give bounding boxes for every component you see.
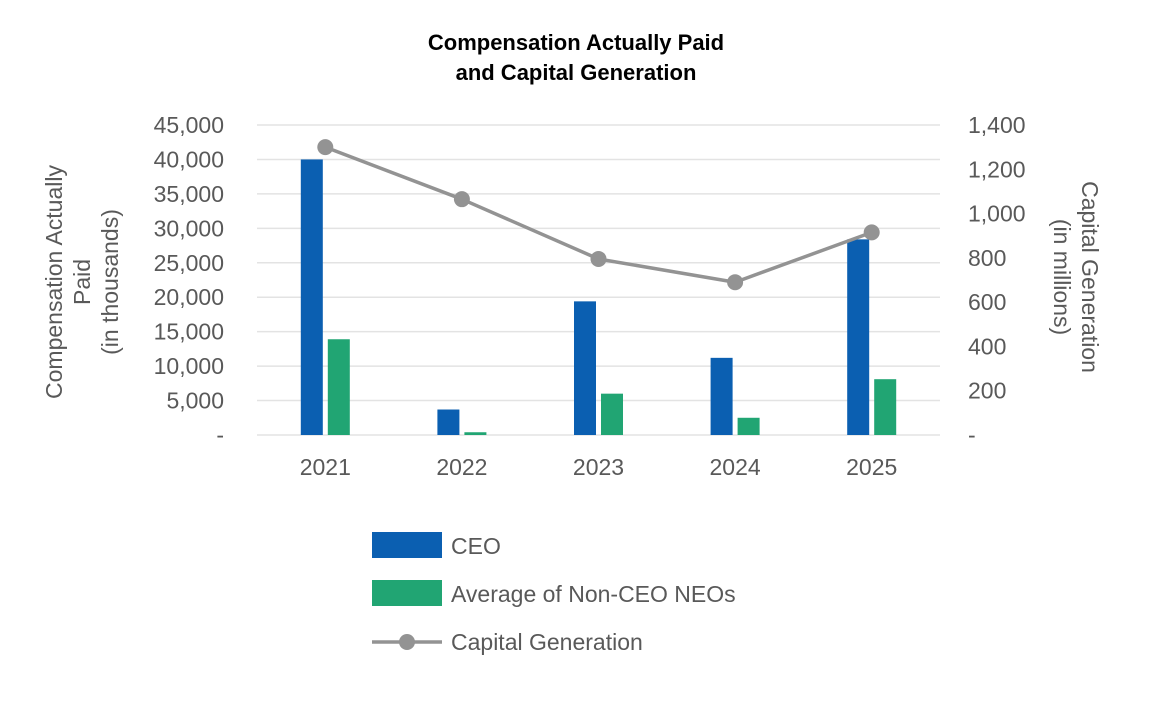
right-tick-label: 1,200 [968,156,1026,182]
bar-ceo-2021 [300,159,323,435]
right-tick-label: 1,000 [968,201,1026,227]
left-axis-ticks: - 5,000 10,000 15,000 20,000 25,000 30,000 35,0… [154,112,224,448]
x-axis-ticks: 2021 2022 2023 2024 2025 [300,454,898,480]
right-tick-label: - [968,422,976,448]
gridlines [257,124,940,436]
right-axis-label-line-2: (in millions) [1049,219,1075,335]
left-tick-label: 40,000 [154,146,224,172]
left-tick-label: 10,000 [154,353,224,379]
bar-ceo-2024 [710,357,733,435]
left-axis-label-line-3: (in thousands) [97,209,123,355]
legend-swatch-non-ceo [372,580,442,606]
right-axis-label-line-1: Capital Generation [1077,181,1103,373]
capital-generation-point-2025 [863,224,880,241]
left-axis-label: Compensation Actually Paid (in thousands… [41,165,123,399]
right-tick-label: 400 [968,333,1006,359]
bars [300,159,897,435]
x-tick-label: 2025 [846,454,897,480]
capital-generation-point-2023 [590,250,607,267]
left-tick-label: 30,000 [154,215,224,241]
left-tick-label: 45,000 [154,112,224,138]
left-tick-label: - [216,422,224,448]
left-tick-label: 5,000 [166,388,224,414]
right-tick-label: 800 [968,245,1006,271]
capital-generation-line [317,139,880,291]
left-tick-label: 35,000 [154,181,224,207]
chart-title-line-2: and Capital Generation [456,60,697,85]
bar-ceo-2025 [847,239,870,435]
legend-marker-capital [399,634,415,650]
left-tick-label: 20,000 [154,284,224,310]
capital-generation-point-2021 [317,139,334,156]
left-axis-label-line-2: Paid [69,259,95,305]
bar-non-ceo-2021 [327,339,350,435]
left-axis-label-line-1: Compensation Actually [41,165,67,399]
legend-label-capital: Capital Generation [451,629,643,655]
legend: CEO Average of Non-CEO NEOs Capital Gene… [372,532,736,655]
legend-label-non-ceo: Average of Non-CEO NEOs [451,581,736,607]
right-tick-label: 600 [968,289,1006,315]
chart-title-line-1: Compensation Actually Paid [428,30,724,55]
left-tick-label: 15,000 [154,319,224,345]
x-tick-label: 2022 [436,454,487,480]
right-axis-label: Capital Generation (in millions) [1049,181,1103,373]
left-tick-label: 25,000 [154,250,224,276]
bar-ceo-2023 [574,301,596,435]
right-tick-label: 1,400 [968,112,1026,138]
bar-non-ceo-2023 [601,393,623,435]
x-tick-label: 2024 [710,454,761,480]
legend-swatch-ceo [372,532,442,558]
legend-label-ceo: CEO [451,533,501,559]
bar-non-ceo-2024 [737,417,760,435]
x-tick-label: 2023 [573,454,624,480]
x-tick-label: 2021 [300,454,351,480]
capital-generation-point-2022 [453,191,470,208]
right-axis-ticks: - 200 400 600 800 1,000 1,200 1,400 [968,112,1026,448]
bar-non-ceo-2022 [464,432,487,435]
capital-generation-point-2024 [727,274,744,291]
bar-non-ceo-2025 [874,379,897,435]
bar-ceo-2022 [437,409,460,435]
right-tick-label: 200 [968,378,1006,404]
